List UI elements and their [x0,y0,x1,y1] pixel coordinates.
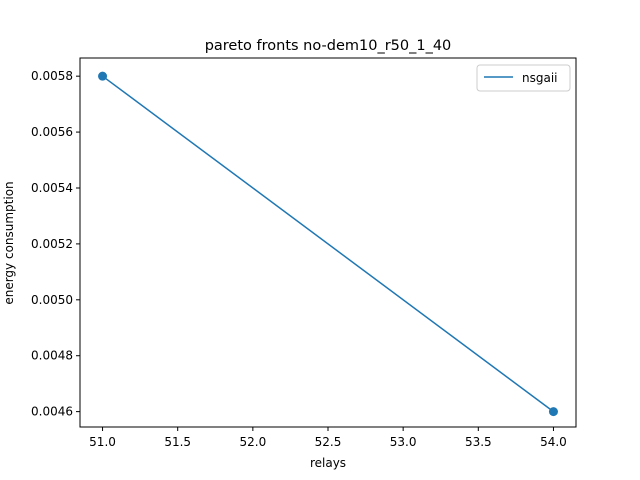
y-tick-label: 0.0050 [31,293,73,307]
y-axis-title: energy consumption [2,181,16,304]
data-point [98,71,108,81]
x-tick-label: 54.0 [540,435,567,449]
y-tick-label: 0.0052 [31,237,73,251]
x-tick-label: 52.5 [315,435,342,449]
x-tick-label: 51.5 [164,435,191,449]
series-line-0 [102,75,554,413]
y-tick-label: 0.0056 [31,125,73,139]
x-tick-label: 53.5 [465,435,492,449]
x-tick-label: 52.0 [239,435,266,449]
legend-box [476,64,571,92]
y-tick-label: 0.0046 [31,405,73,419]
y-tick-label: 0.0054 [31,181,73,195]
chart-title: pareto fronts no-dem10_r50_1_40 [205,38,452,54]
data-point [548,407,558,417]
y-tick-label: 0.0048 [31,349,73,363]
y-tick-label: 0.0058 [31,69,73,83]
x-tick-label: 53.0 [390,435,417,449]
legend-label: nsgaii [522,71,558,85]
plot-area [98,71,558,417]
legend: nsgaii [476,64,571,92]
x-tick-label: 51.0 [89,435,116,449]
x-axis-title: relays [310,456,346,470]
x-axis: 51.0 51.5 52.0 52.5 53.0 53.5 54.0 [89,427,567,449]
y-axis: 0.0046 0.0048 0.0050 0.0052 0.0054 0.0056 0.00… [31,69,80,419]
